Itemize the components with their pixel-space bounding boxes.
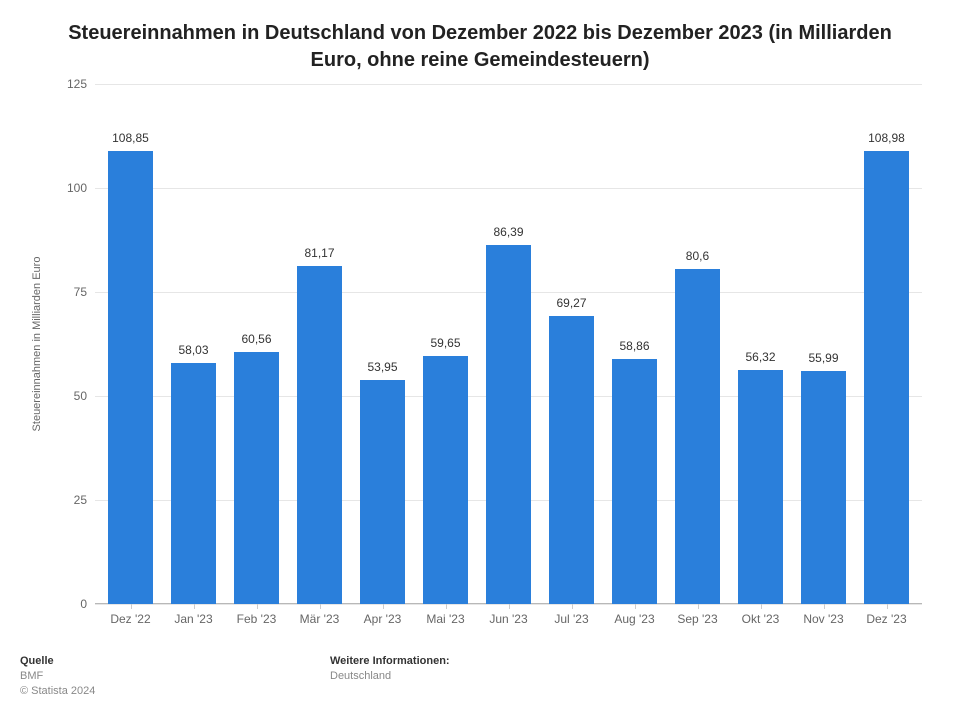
y-tick-label: 125: [67, 77, 95, 91]
bar: 108,85: [108, 151, 153, 604]
bar-value-label: 108,98: [868, 131, 905, 145]
bar-value-label: 56,32: [745, 350, 775, 364]
x-tick: [194, 604, 195, 609]
bar-slot: 108,85: [99, 84, 162, 604]
chart-title: Steuereinnahmen in Deutschland von Dezem…: [40, 20, 920, 74]
bar-value-label: 108,85: [112, 131, 149, 145]
x-tick: [131, 604, 132, 609]
y-tick-label: 75: [74, 285, 95, 299]
y-tick-label: 0: [80, 597, 95, 611]
plot-area: Steuereinnahmen in Milliarden Euro 02550…: [95, 84, 922, 604]
bar: 69,27: [549, 316, 594, 604]
chart-container: Steuereinnahmen in Deutschland von Dezem…: [0, 0, 960, 713]
bar: 81,17: [297, 266, 342, 604]
x-tick: [446, 604, 447, 609]
info-heading: Weitere Informationen:: [330, 655, 450, 667]
bar-slot: 81,17: [288, 84, 351, 604]
source-heading: Quelle: [20, 655, 330, 667]
x-tick: [320, 604, 321, 609]
bar-value-label: 58,03: [178, 343, 208, 357]
y-tick-label: 25: [74, 493, 95, 507]
x-tick: [635, 604, 636, 609]
bar-slot: 53,95: [351, 84, 414, 604]
chart-footer: Quelle BMF © Statista 2024 Weitere Infor…: [20, 655, 940, 699]
bar-value-label: 58,86: [619, 339, 649, 353]
x-tick: [824, 604, 825, 609]
source-line2: © Statista 2024: [20, 684, 330, 699]
x-tick: [698, 604, 699, 609]
bar-slot: 108,98: [855, 84, 918, 604]
x-tick: [572, 604, 573, 609]
footer-source: Quelle BMF © Statista 2024: [20, 655, 330, 699]
x-tick: [509, 604, 510, 609]
bar: 86,39: [486, 245, 531, 604]
bar-slot: 69,27: [540, 84, 603, 604]
y-axis-label: Steuereinnahmen in Milliarden Euro: [31, 257, 43, 432]
x-tick: [761, 604, 762, 609]
bar-slot: 58,03: [162, 84, 225, 604]
bar-value-label: 80,6: [686, 249, 709, 263]
bar: 55,99: [801, 371, 846, 604]
bar: 80,6: [675, 269, 720, 604]
bar-slot: 56,32: [729, 84, 792, 604]
bar-slot: 80,6: [666, 84, 729, 604]
x-tick: [257, 604, 258, 609]
bar-slot: 86,39: [477, 84, 540, 604]
bar: 59,65: [423, 356, 468, 604]
bars-group: 108,85 58,03 60,56 81,17 53,95 59,65 86,39 69,2…: [95, 84, 922, 604]
bar-value-label: 53,95: [367, 360, 397, 374]
bar-slot: 58,86: [603, 84, 666, 604]
bar-value-label: 60,56: [241, 332, 271, 346]
bar-slot: 55,99: [792, 84, 855, 604]
bar-value-label: 81,17: [304, 246, 334, 260]
y-tick-label: 50: [74, 389, 95, 403]
bar-value-label: 55,99: [808, 351, 838, 365]
bar: 60,56: [234, 352, 279, 604]
bar-value-label: 86,39: [493, 225, 523, 239]
x-tick: [887, 604, 888, 609]
bar-slot: 59,65: [414, 84, 477, 604]
bar: 53,95: [360, 380, 405, 604]
footer-info: Weitere Informationen: Deutschland: [330, 655, 450, 699]
bar: 108,98: [864, 151, 909, 604]
bar: 56,32: [738, 370, 783, 604]
bar-slot: 60,56: [225, 84, 288, 604]
bar: 58,86: [612, 359, 657, 604]
bar-value-label: 59,65: [430, 336, 460, 350]
bar: 58,03: [171, 363, 216, 604]
bar-value-label: 69,27: [556, 296, 586, 310]
x-tick: [383, 604, 384, 609]
info-line1: Deutschland: [330, 669, 450, 684]
source-line1: BMF: [20, 669, 330, 684]
y-tick-label: 100: [67, 181, 95, 195]
